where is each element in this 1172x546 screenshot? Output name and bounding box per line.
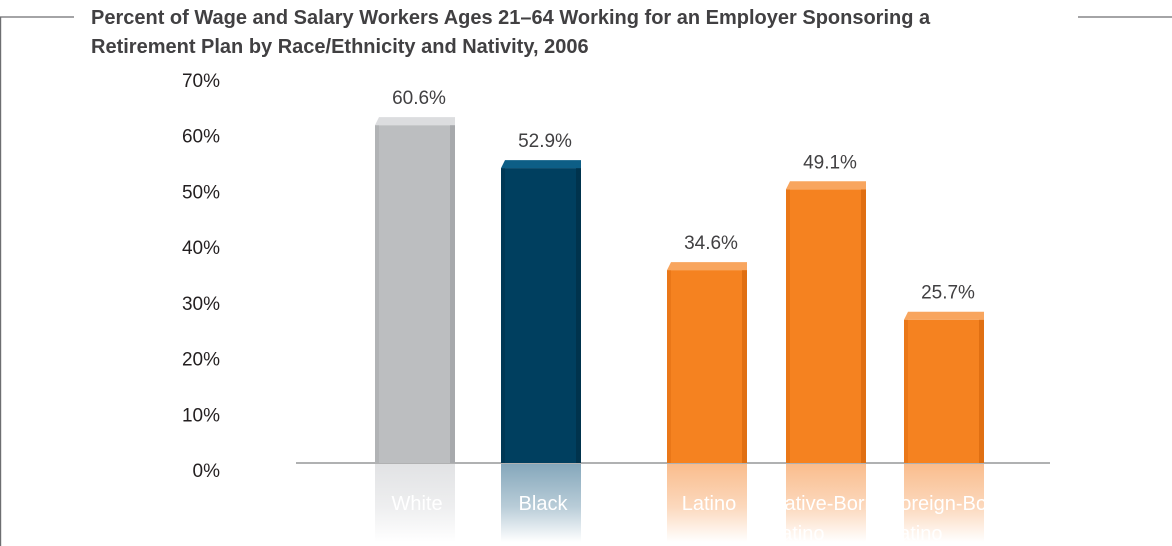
y-tick-label: 60%	[182, 127, 220, 148]
y-tick-label: 30%	[182, 294, 220, 315]
bar-left-side	[904, 319, 908, 463]
bar-right-side	[742, 270, 747, 463]
bar	[501, 168, 581, 463]
bar-left-side	[786, 189, 790, 463]
bar-right-side	[576, 168, 581, 463]
y-tick-label: 40%	[182, 238, 220, 259]
value-label: 49.1%	[803, 152, 857, 173]
category-label: Foreign-Born	[888, 493, 1005, 515]
category-label-panel	[786, 464, 866, 542]
y-tick-label: 20%	[182, 350, 220, 371]
bar	[667, 270, 747, 463]
category-label: Black	[519, 493, 569, 515]
value-label: 25.7%	[921, 283, 975, 304]
chart-title-line-1: Percent of Wage and Salary Workers Ages …	[91, 7, 931, 29]
y-tick-label: 0%	[193, 461, 221, 482]
bar-right-side	[450, 125, 455, 463]
category-label: White	[391, 493, 442, 515]
category-label-panel	[375, 464, 455, 542]
bar-left-side	[375, 125, 379, 463]
bar-top	[667, 262, 747, 271]
category-label-panel	[501, 464, 581, 542]
bar-top	[904, 311, 984, 320]
bar-top	[375, 117, 455, 126]
y-axis-tick-labels: 0% 10% 20% 30% 40% 50% 60% 70%	[182, 71, 220, 482]
y-tick-label: 50%	[182, 182, 220, 203]
bar-series	[375, 117, 984, 542]
value-labels: 60.6% 52.9% 34.6% 49.1% 25.7%	[392, 88, 975, 304]
category-label: Latino	[770, 523, 825, 545]
bar-right-side	[979, 319, 984, 463]
bar-left-side	[667, 270, 671, 463]
bar-top	[501, 160, 581, 169]
y-tick-label: 10%	[182, 405, 220, 426]
category-label: Latino	[888, 523, 943, 545]
value-label: 60.6%	[392, 88, 446, 109]
bar	[904, 319, 984, 463]
bar	[375, 125, 455, 463]
value-label: 52.9%	[518, 131, 572, 152]
category-labels: White Black Latino Native-Born Latino Foreign…	[391, 493, 1004, 545]
category-label: Latino	[682, 493, 737, 515]
category-label-panel	[904, 464, 984, 542]
chart-title-line-2: Retirement Plan by Race/Ethnicity and Na…	[91, 36, 589, 58]
bar-left-side	[501, 168, 505, 463]
category-label-panel	[667, 464, 747, 542]
y-tick-label: 70%	[182, 71, 220, 92]
bar	[786, 189, 866, 463]
value-label: 34.6%	[684, 233, 738, 254]
bar-top	[786, 181, 866, 190]
category-label: Native-Born	[770, 493, 876, 515]
bar-right-side	[861, 189, 866, 463]
